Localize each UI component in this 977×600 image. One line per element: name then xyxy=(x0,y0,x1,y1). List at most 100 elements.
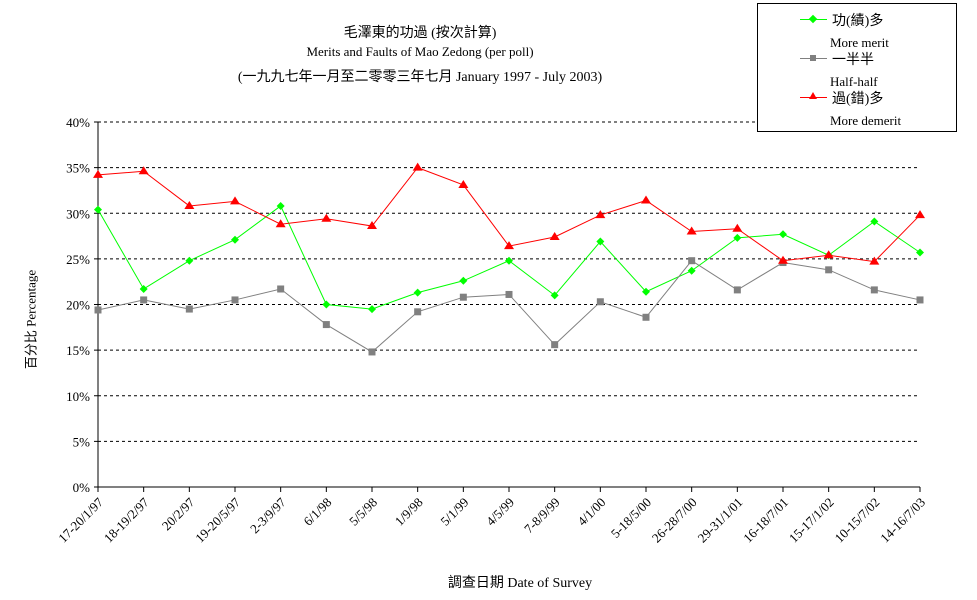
data-point xyxy=(823,250,834,259)
y-tick-label: 40% xyxy=(66,115,90,130)
legend-sublabel: More merit xyxy=(830,35,889,50)
chart-title: 毛澤東的功過 (按次計算) xyxy=(343,26,497,41)
data-point xyxy=(459,293,467,301)
data-point xyxy=(778,255,788,264)
data-point xyxy=(688,257,696,265)
legend-label: 功(績)多 xyxy=(832,14,884,29)
x-tick-label: 5/5/98 xyxy=(346,495,380,529)
x-tick-label: 17-20/1/97 xyxy=(55,494,106,545)
data-point xyxy=(916,296,924,304)
x-axis-label: 調查日期 Date of Survey xyxy=(447,576,593,591)
data-point xyxy=(504,241,514,250)
y-tick-label: 35% xyxy=(66,161,90,176)
y-tick-label: 10% xyxy=(66,389,90,404)
x-tick-label: 4/5/99 xyxy=(483,495,517,529)
data-point xyxy=(140,296,148,304)
chart-subtitle-period: (一九九七年一月至二零零三年七月 January 1997 - July 200… xyxy=(237,70,603,85)
triangle-marker-icon xyxy=(809,92,817,99)
data-point xyxy=(551,341,559,349)
y-tick-label: 5% xyxy=(73,434,91,449)
legend-item-more-demerit: 過(錯)多 xyxy=(758,88,956,108)
data-point xyxy=(94,306,102,314)
data-point xyxy=(458,179,469,188)
x-tick-label: 10-15/7/02 xyxy=(831,495,882,546)
data-point xyxy=(185,256,194,265)
data-point xyxy=(138,166,149,175)
x-tick-label: 5/1/99 xyxy=(437,495,471,529)
data-point xyxy=(642,313,650,321)
x-tick-label: 2-3/9/97 xyxy=(247,494,289,536)
data-point xyxy=(231,235,239,244)
x-tick-label: 14-16/7/03 xyxy=(877,495,928,546)
data-point xyxy=(733,233,742,242)
data-point xyxy=(368,305,376,314)
y-tick-label: 0% xyxy=(73,480,91,495)
legend-item-more-merit: 功(績)多 xyxy=(758,10,956,30)
data-point xyxy=(505,290,513,298)
data-point xyxy=(322,321,330,329)
series-line xyxy=(97,260,921,353)
data-point xyxy=(825,266,833,274)
y-tick-label: 20% xyxy=(66,298,90,313)
legend: 功(績)多 More merit 一半半 Half-half 過(錯)多 Mor… xyxy=(757,3,957,132)
data-point xyxy=(459,276,468,285)
data-point xyxy=(686,226,697,235)
x-tick-label: 7-8/9/99 xyxy=(521,495,563,537)
data-point xyxy=(322,300,331,309)
legend-sublabel: Half-half xyxy=(830,74,878,89)
data-point xyxy=(93,169,103,178)
data-point xyxy=(641,195,651,204)
data-point xyxy=(414,308,422,316)
x-tick-label: 20/2/97 xyxy=(159,494,198,533)
data-point xyxy=(367,221,377,230)
data-point xyxy=(185,305,193,313)
square-marker-icon xyxy=(810,55,816,61)
x-tick-label: 6/1/98 xyxy=(300,495,334,529)
data-point xyxy=(550,291,559,300)
data-point xyxy=(916,248,924,257)
legend-item-half-half: 一半半 xyxy=(758,49,956,69)
y-tick-label: 25% xyxy=(66,252,90,267)
diamond-marker-icon xyxy=(808,14,818,24)
data-point xyxy=(321,213,332,222)
data-point xyxy=(732,223,743,232)
data-point xyxy=(596,237,605,246)
data-point xyxy=(595,210,606,219)
y-axis-label: 百分比 Percentage xyxy=(23,269,39,370)
x-tick-label: 19-20/5/97 xyxy=(192,494,243,545)
x-tick-label: 15-17/1/02 xyxy=(786,495,837,546)
data-point xyxy=(230,196,240,205)
data-point xyxy=(184,200,195,209)
legend-sublabel: More demerit xyxy=(830,113,902,128)
data-point xyxy=(869,256,880,265)
y-tick-label: 30% xyxy=(66,206,90,221)
x-tick-label: 5-18/5/00 xyxy=(608,495,654,541)
data-point xyxy=(277,285,285,293)
data-point xyxy=(779,230,787,239)
y-tick-label: 15% xyxy=(66,343,90,358)
data-point xyxy=(139,284,148,293)
x-tick-label: 29-31/1/01 xyxy=(694,495,745,546)
data-point xyxy=(276,201,285,210)
x-tick-label: 4/1/00 xyxy=(574,495,608,529)
data-point xyxy=(412,162,423,171)
data-point xyxy=(870,286,878,294)
legend-label: 過(錯)多 xyxy=(832,92,884,107)
data-point xyxy=(413,288,422,297)
chart-subtitle: Merits and Faults of Mao Zedong (per pol… xyxy=(306,44,534,59)
data-point xyxy=(642,287,650,296)
x-tick-label: 18-19/2/97 xyxy=(101,494,152,545)
data-point xyxy=(733,286,741,294)
data-point xyxy=(231,296,239,304)
data-point xyxy=(687,266,696,275)
x-tick-label: 26-28/7/00 xyxy=(649,495,700,546)
data-point xyxy=(368,348,376,356)
x-tick-label: 16-18/7/01 xyxy=(740,495,791,546)
data-point xyxy=(596,298,604,306)
x-tick-label: 1/9/98 xyxy=(392,495,426,529)
legend-label: 一半半 xyxy=(832,53,874,68)
data-point xyxy=(549,231,560,240)
data-point xyxy=(915,210,925,219)
data-point xyxy=(505,256,513,265)
